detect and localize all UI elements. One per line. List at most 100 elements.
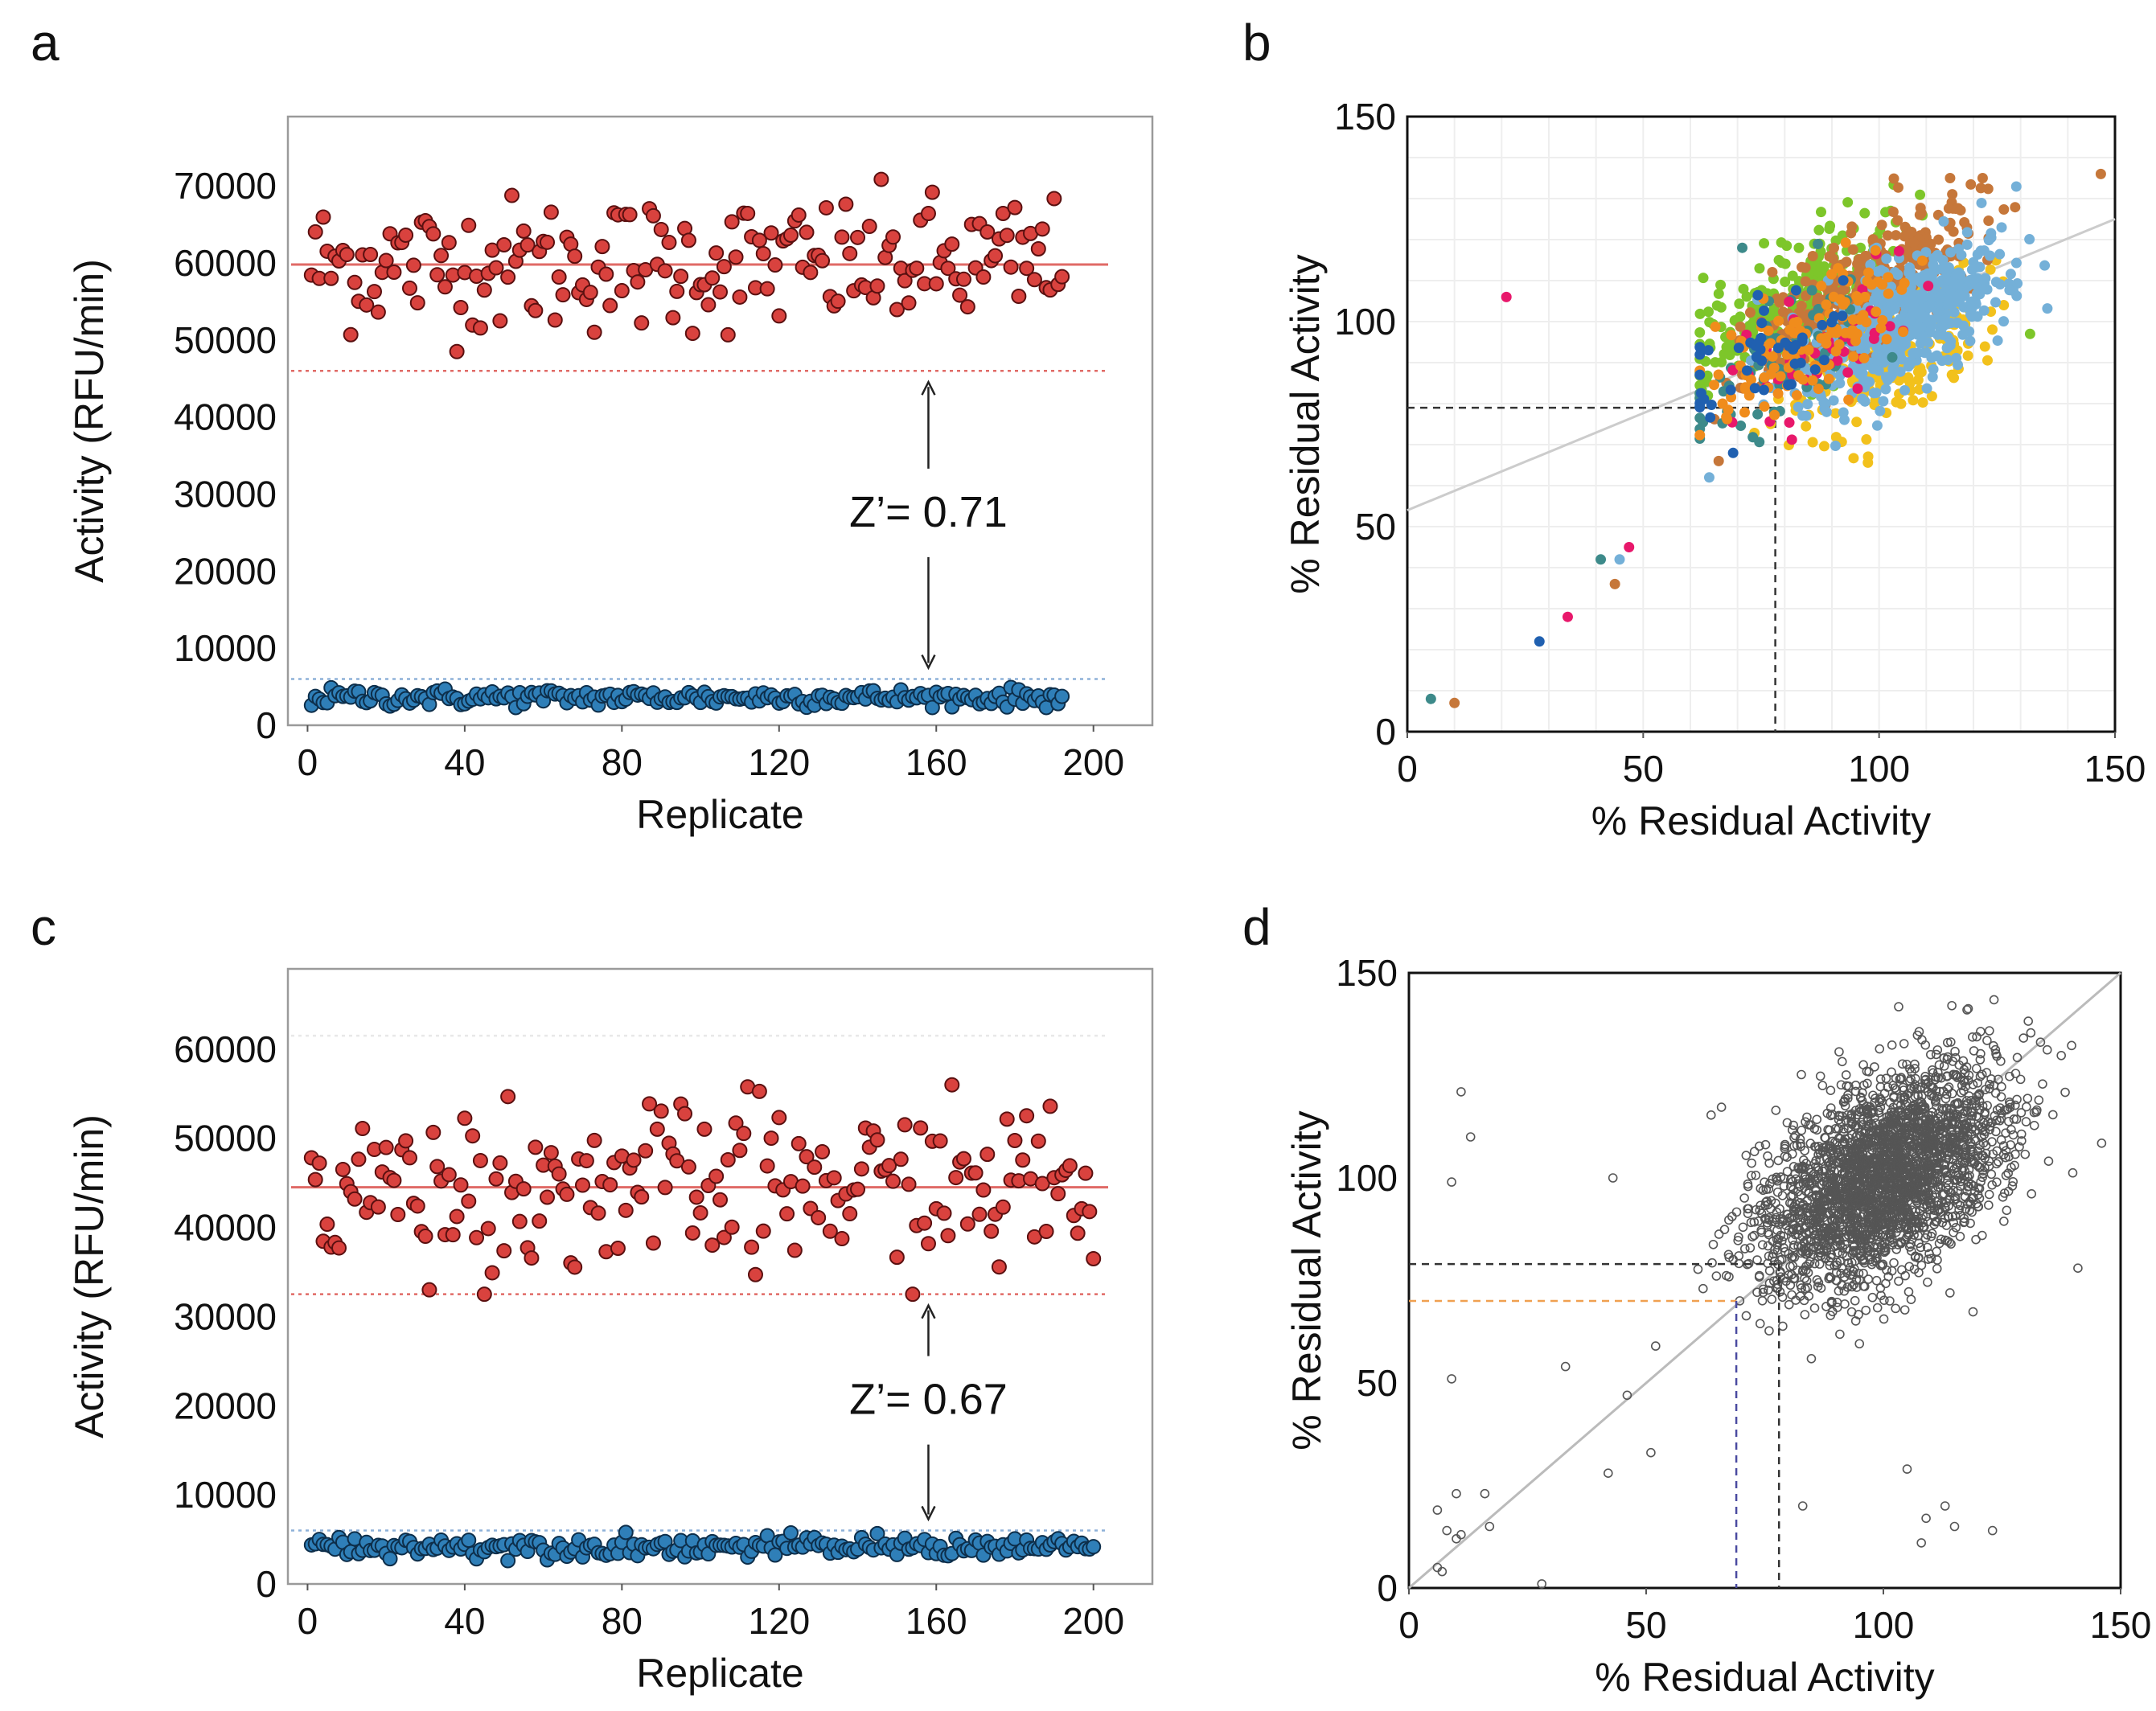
data-point (1752, 1255, 1762, 1265)
data-point (1818, 355, 1830, 366)
data-point (1714, 1229, 1724, 1239)
data-point (1741, 1151, 1751, 1160)
positive-point (480, 1221, 496, 1237)
positive-point (401, 280, 417, 296)
plot-frame (286, 115, 1154, 727)
data-point (1707, 1258, 1717, 1268)
data-point (1694, 308, 1706, 319)
data-point (1830, 346, 1842, 357)
positive-point (453, 1177, 469, 1193)
data-point (1773, 315, 1784, 326)
positive-point (795, 1178, 811, 1194)
positive-point (574, 1177, 590, 1193)
positive-point (465, 1128, 481, 1144)
positive-point (543, 1145, 559, 1161)
data-point (1888, 173, 1899, 184)
positive-point (913, 1120, 929, 1136)
data-point (1998, 316, 2010, 327)
positive-point (991, 1259, 1007, 1275)
data-point (1723, 404, 1734, 416)
data-point (1852, 258, 1863, 269)
y-tick-label: 10000 (174, 1474, 277, 1516)
data-point (1815, 1071, 1825, 1081)
positive-point (909, 261, 925, 277)
positive-point (979, 1147, 996, 1163)
data-point (1985, 264, 1996, 275)
data-point (1852, 383, 1863, 394)
positive-point (582, 285, 598, 301)
positive-point (700, 297, 717, 313)
positive-point (398, 1133, 414, 1149)
data-point (1851, 328, 1862, 339)
data-point (1758, 384, 1769, 396)
series-positive-control (303, 171, 1070, 359)
data-point (1945, 173, 1956, 183)
data-point (1828, 395, 1839, 406)
data-point (1807, 437, 1818, 448)
positive-point (799, 224, 815, 240)
positive-point (515, 223, 532, 239)
data-point (1842, 197, 1854, 208)
positive-point (586, 324, 602, 340)
data-point (1847, 244, 1858, 255)
data-point (2043, 1156, 2054, 1166)
data-point (1857, 393, 1868, 404)
y-tick-label: 20000 (174, 1385, 277, 1426)
data-point (1751, 351, 1762, 363)
positive-point (928, 276, 944, 292)
data-point (1864, 376, 1875, 388)
data-point (1706, 1110, 1716, 1120)
positive-point (669, 283, 685, 299)
positive-point (1011, 289, 1027, 305)
positive-point (716, 259, 732, 275)
data-point (1835, 1329, 1845, 1340)
positive-point (818, 199, 834, 215)
data-point (2067, 1040, 2076, 1051)
positive-point (540, 234, 555, 250)
data-point (2020, 1149, 2031, 1159)
data-point (1891, 230, 1902, 241)
data-point (1889, 1258, 1899, 1268)
positive-point (610, 1240, 626, 1256)
data-point (1791, 390, 1802, 401)
data-point (1786, 434, 1797, 445)
data-point (1741, 291, 1752, 302)
data-point (1966, 303, 1977, 314)
data-point (1861, 434, 1872, 445)
data-point (1873, 351, 1884, 362)
data-point (1865, 259, 1876, 270)
data-point (1936, 329, 1948, 340)
positive-point (747, 1266, 763, 1282)
positive-point (355, 1121, 371, 1137)
data-point (1868, 333, 1879, 344)
data-point (1870, 244, 1881, 256)
data-point (1928, 363, 1939, 375)
data-point (1965, 178, 1977, 190)
y-axis-label: % Residual Activity (1284, 1110, 1329, 1450)
x-tick-label: 160 (906, 1600, 967, 1642)
data-point (1757, 1295, 1768, 1306)
data-point (1786, 379, 1797, 390)
positive-point (653, 221, 669, 237)
positive-point (590, 1205, 606, 1221)
data-point (1899, 1305, 1910, 1315)
data-point (1870, 1062, 1879, 1072)
data-point (1772, 388, 1784, 399)
data-point (1705, 412, 1716, 423)
positive-point (713, 284, 728, 300)
negative-point (1086, 1539, 1102, 1555)
data-point (1867, 363, 1879, 375)
data-point (1733, 343, 1744, 354)
data-point (1738, 1222, 1748, 1233)
data-point (1858, 310, 1869, 321)
data-point (1829, 242, 1840, 253)
data-point (1953, 267, 1965, 278)
positive-point (343, 326, 359, 343)
data-point (1793, 401, 1804, 412)
data-point (1947, 189, 1958, 200)
arrow-head-down (921, 654, 936, 671)
positive-point (453, 300, 469, 316)
positive-point (469, 1229, 485, 1245)
data-point (1906, 1295, 1916, 1304)
positive-point (834, 229, 850, 245)
